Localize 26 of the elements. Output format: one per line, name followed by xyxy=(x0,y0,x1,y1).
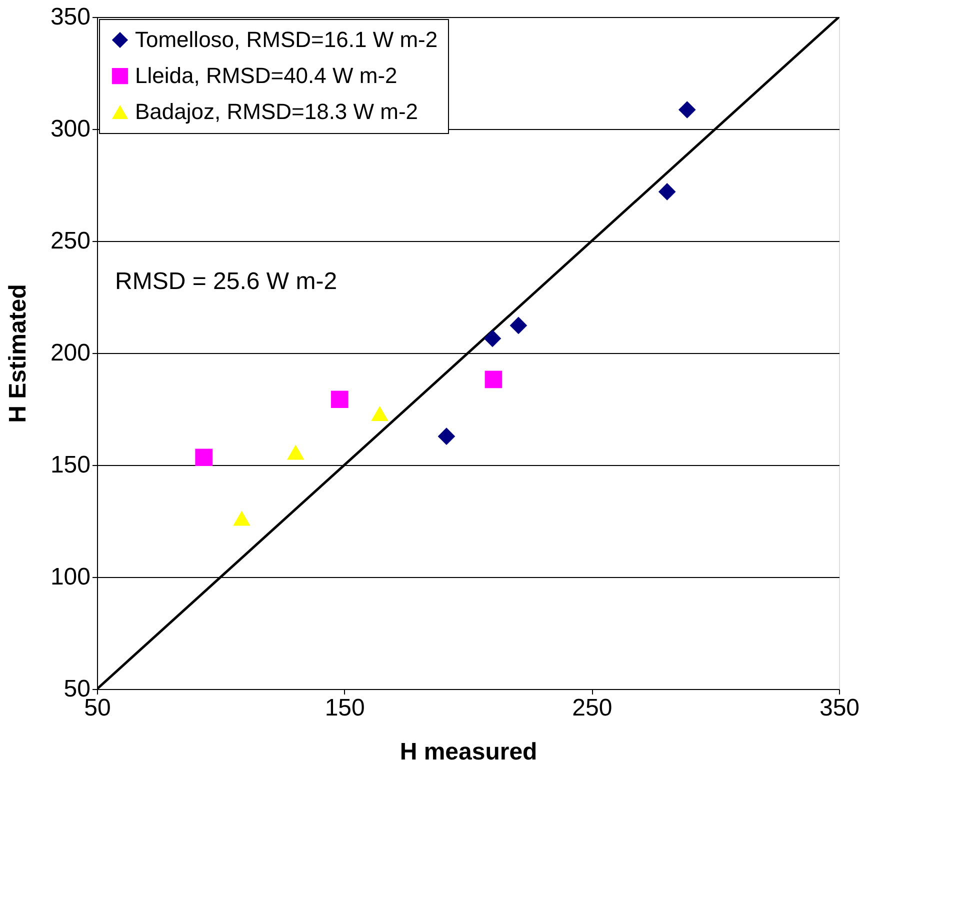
point xyxy=(484,330,502,348)
x-tick-label: 250 xyxy=(572,694,612,722)
x-tick-label: 150 xyxy=(324,694,365,722)
y-tick-label: 200 xyxy=(50,340,90,366)
y-tick-label: 150 xyxy=(50,452,90,478)
point xyxy=(286,444,304,460)
legend-label: Tomelloso, RMSD=16.1 W m-2 xyxy=(135,27,438,52)
point xyxy=(195,448,213,466)
x-tick-label: 350 xyxy=(819,694,860,722)
legend-label: Badajoz, RMSD=18.3 W m-2 xyxy=(135,99,418,124)
y-tick-label: 300 xyxy=(50,116,90,142)
y-tick-label: 250 xyxy=(50,228,90,254)
point xyxy=(438,428,456,445)
y-tick-label: 100 xyxy=(50,564,90,590)
annotation: RMSD = 25.6 W m-2 xyxy=(115,268,338,295)
legend-label: Lleida, RMSD=40.4 W m-2 xyxy=(135,63,398,88)
point xyxy=(330,390,348,408)
y-tick-label: 350 xyxy=(50,4,90,30)
x-axis-title: H measured xyxy=(400,738,538,766)
point xyxy=(658,183,676,200)
point xyxy=(510,316,528,334)
point xyxy=(371,406,388,421)
point xyxy=(484,370,502,388)
point xyxy=(678,101,696,118)
point xyxy=(233,510,250,526)
y-axis-title: H Estimated xyxy=(4,284,32,423)
